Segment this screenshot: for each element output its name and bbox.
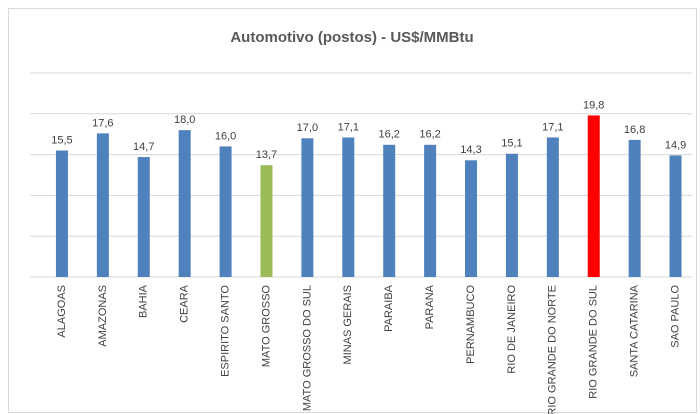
bar (505, 153, 518, 277)
x-tick-label: RIO DE JANEIRO (506, 285, 518, 374)
bar (96, 133, 109, 277)
bar (465, 160, 478, 277)
x-tick-label: PERNAMBUCO (465, 285, 477, 364)
value-label: 17,0 (297, 122, 318, 134)
x-tick-label: BAHIA (138, 284, 150, 318)
value-label: 17,1 (338, 121, 359, 133)
value-label: 18,0 (174, 114, 195, 126)
value-label: 16,2 (419, 129, 440, 141)
value-label: 15,5 (51, 134, 72, 146)
x-tick-label: SAO PAULO (669, 285, 681, 348)
bar (628, 139, 641, 277)
value-label: 13,7 (256, 149, 277, 161)
bar (424, 144, 437, 277)
x-tick-label: ALAGOAS (56, 285, 68, 338)
x-tick-label: ESPIRITO SANTO (219, 285, 231, 377)
bar (546, 137, 559, 277)
bar (178, 130, 191, 277)
bar (301, 138, 314, 277)
x-tick-label: PARAIBA (383, 284, 395, 332)
bar (137, 157, 150, 277)
x-tick-label: CEARA (179, 284, 191, 323)
chart-title: Automotivo (postos) - US$/MMBtu (230, 29, 473, 46)
bar (55, 150, 68, 277)
bar (342, 137, 355, 277)
bar (669, 155, 682, 277)
x-tick-label: RIO GRANDE DO SUL (588, 285, 600, 399)
x-tick-label: MINAS GERAIS (342, 285, 354, 364)
value-label: 14,3 (460, 144, 481, 156)
bar (383, 144, 396, 277)
value-label: 15,1 (501, 138, 522, 150)
value-label: 17,6 (92, 117, 113, 129)
value-label: 17,1 (542, 121, 563, 133)
bar (587, 115, 600, 277)
x-tick-label: AMAZONAS (97, 285, 109, 347)
x-tick-label: PARANA (424, 284, 436, 329)
value-label: 16,8 (624, 124, 645, 136)
value-label: 16,2 (378, 129, 399, 141)
value-label: 16,0 (215, 130, 236, 142)
x-tick-label: MATO GROSSO DO SUL (301, 285, 313, 411)
value-label: 14,7 (133, 141, 154, 153)
x-tick-label: RIO GRANDE DO NORTE (547, 285, 559, 414)
value-label: 14,9 (665, 139, 686, 151)
x-tick-label: SANTA CATARINA (629, 284, 641, 377)
bar (260, 165, 273, 277)
value-label: 19,8 (583, 99, 604, 111)
bar (219, 146, 232, 277)
x-tick-label: MATO GROSSO (260, 285, 272, 368)
